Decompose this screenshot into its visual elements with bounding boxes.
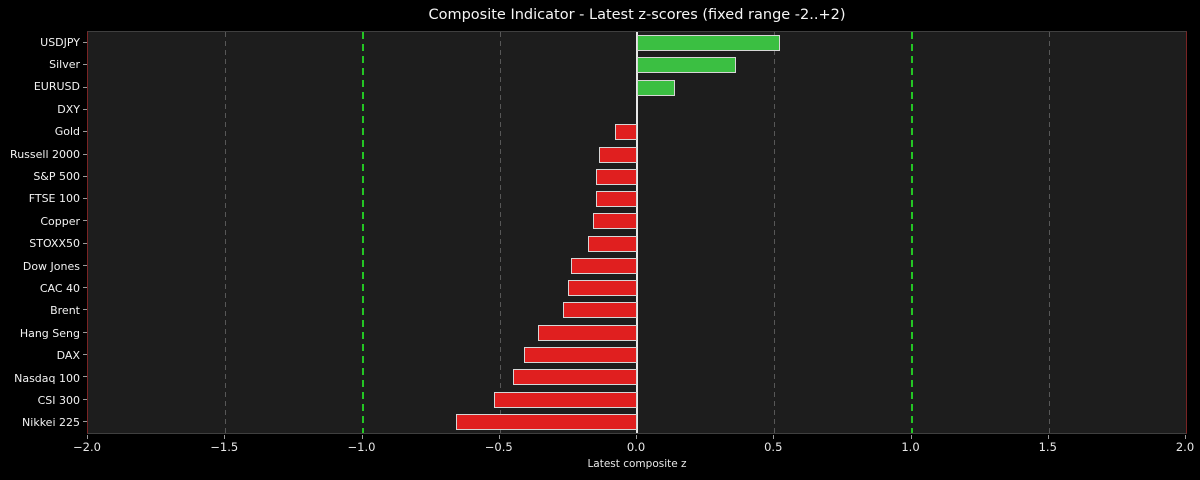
- gridline: [499, 32, 501, 433]
- chart-title: Composite Indicator - Latest z-scores (f…: [428, 7, 846, 23]
- x-tick-label: −1.0: [347, 440, 376, 454]
- x-tick-mark: [636, 435, 637, 439]
- bar-dow-jones: [571, 257, 637, 274]
- bar-nasdaq-100: [513, 369, 637, 386]
- y-tick-mark: [83, 64, 87, 66]
- x-tick-mark: [87, 435, 88, 439]
- y-tick-mark: [83, 398, 87, 400]
- bar-russell-2000: [598, 146, 637, 163]
- x-tick-mark: [1047, 435, 1049, 439]
- y-tick-mark: [83, 376, 87, 378]
- y-tick-label: Russell 2000: [10, 147, 80, 161]
- bar-csi-300: [494, 391, 637, 408]
- bar-copper: [593, 213, 637, 230]
- y-tick-label: DXY: [57, 102, 80, 116]
- gridline: [774, 32, 776, 433]
- y-tick-label: USDJPY: [40, 35, 80, 49]
- threshold-line: [910, 32, 913, 433]
- y-tick-mark: [83, 131, 87, 133]
- x-tick-label: 1.5: [1038, 440, 1057, 454]
- y-tick-mark: [83, 420, 87, 422]
- bar-nikkei-225: [455, 413, 637, 430]
- x-tick-mark: [224, 435, 226, 439]
- y-tick-label: Copper: [40, 214, 80, 228]
- y-tick-mark: [83, 153, 87, 155]
- bar-stoxx50: [587, 235, 637, 252]
- y-tick-mark: [83, 331, 87, 333]
- y-tick-mark: [83, 264, 87, 266]
- x-tick-mark: [1185, 435, 1186, 439]
- y-tick-mark: [83, 175, 87, 177]
- y-tick-label: Dow Jones: [22, 259, 80, 273]
- x-tick-mark: [910, 435, 912, 439]
- bar-gold: [615, 124, 637, 141]
- y-tick-mark: [83, 309, 87, 311]
- bar-brent: [562, 302, 637, 319]
- x-tick-label: −2.0: [73, 440, 101, 454]
- y-tick-label: CSI 300: [37, 393, 80, 407]
- y-tick-mark: [83, 242, 87, 244]
- x-tick-mark: [498, 435, 500, 439]
- y-tick-label: EURUSD: [33, 80, 80, 94]
- y-tick-mark: [83, 354, 87, 356]
- gridline: [1048, 32, 1050, 433]
- x-tick-label: −0.5: [484, 440, 513, 454]
- y-tick-label: FTSE 100: [28, 192, 80, 206]
- threshold-line: [361, 32, 364, 433]
- y-tick-mark: [83, 86, 87, 88]
- y-axis-labels: USDJPY Silver EURUSD DXY Gold Russell 2000 S&P…: [0, 31, 80, 434]
- x-tick-mark: [361, 435, 363, 439]
- bar-ftse-100: [595, 191, 637, 208]
- x-tick-label: 2.0: [1175, 440, 1195, 454]
- y-tick-mark: [83, 287, 87, 289]
- y-tick-label: Brent: [50, 304, 80, 318]
- y-tick-label: DAX: [56, 349, 80, 363]
- y-tick-label: S&P 500: [33, 170, 80, 184]
- y-tick-label: STOXX50: [29, 237, 80, 251]
- y-tick-label: Silver: [49, 58, 80, 72]
- bar-silver: [637, 57, 736, 74]
- bar-s-p-500: [595, 168, 637, 185]
- x-tick-mark: [773, 435, 775, 439]
- y-tick-label: Hang Seng: [19, 326, 80, 340]
- x-tick-label: −1.5: [210, 440, 239, 454]
- bar-usdjpy: [637, 35, 780, 52]
- bar-cac-40: [568, 280, 637, 297]
- y-tick-label: Nasdaq 100: [14, 371, 80, 385]
- x-tick-label: 0.5: [764, 440, 783, 454]
- bar-dax: [524, 347, 637, 364]
- x-axis-label: Latest composite z: [587, 458, 687, 470]
- y-tick-mark: [83, 220, 87, 222]
- x-tick-label: 1.0: [901, 440, 920, 454]
- bar-eurusd: [637, 79, 676, 96]
- gridline: [225, 32, 227, 433]
- y-tick-label: Gold: [54, 125, 80, 139]
- plot-area: [87, 31, 1187, 434]
- bar-hang-seng: [538, 324, 637, 341]
- x-tick-label: 0.0: [626, 440, 646, 454]
- y-tick-mark: [83, 108, 87, 110]
- y-tick-mark: [83, 198, 87, 200]
- y-tick-label: Nikkei 225: [22, 416, 80, 430]
- y-tick-label: CAC 40: [39, 281, 80, 295]
- zero-line: [636, 32, 638, 433]
- y-tick-mark: [83, 42, 87, 44]
